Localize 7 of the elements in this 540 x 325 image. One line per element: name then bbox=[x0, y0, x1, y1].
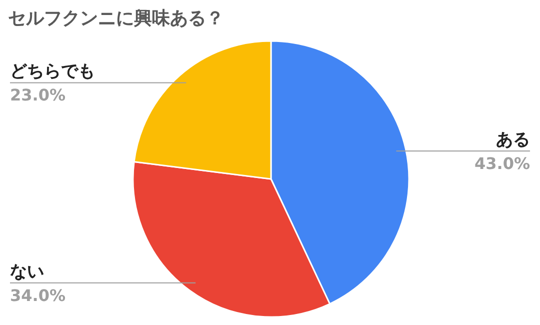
data-label: 34.0% bbox=[10, 286, 66, 305]
data-label: 43.0% bbox=[474, 154, 530, 174]
chart-title: セルフクンニに興味ある？ bbox=[8, 8, 224, 29]
slice-label: どちらでも bbox=[10, 62, 95, 82]
slice-label: ない bbox=[10, 262, 44, 282]
slice-label: ある bbox=[496, 130, 530, 150]
data-label: 23.0% bbox=[10, 86, 66, 105]
